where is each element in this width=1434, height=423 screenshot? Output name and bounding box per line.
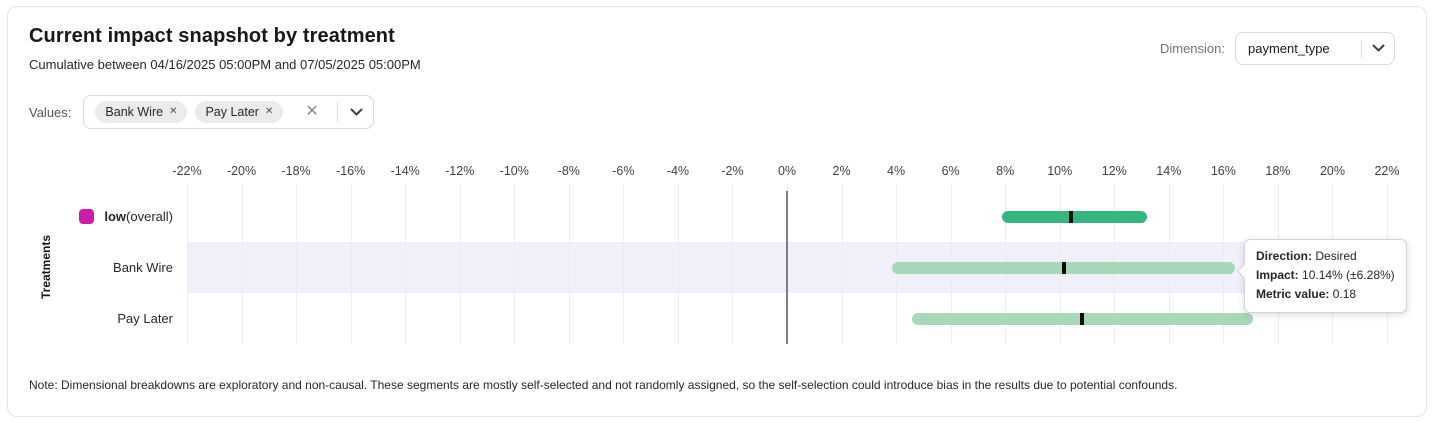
row-label: Bank Wire bbox=[113, 260, 173, 275]
tooltip-line: Direction: Desired bbox=[1256, 249, 1357, 263]
axis-tick-label: -8% bbox=[557, 164, 580, 178]
gridline bbox=[241, 184, 243, 344]
dimension-selected-value: payment_type bbox=[1248, 41, 1330, 56]
impact-confidence-bar[interactable] bbox=[1002, 210, 1147, 223]
gridline bbox=[296, 184, 298, 344]
legend-swatch bbox=[79, 209, 95, 224]
gridline bbox=[514, 184, 516, 344]
tooltip-line: Impact: 10.14% (±6.28%) bbox=[1256, 268, 1395, 283]
bar-tooltip: Direction: Desired Impact: 10.14% (±6.28%… bbox=[1236, 239, 1407, 313]
axis-tick-label: 16% bbox=[1210, 164, 1236, 178]
values-multiselect[interactable]: Bank Wire ✕ Pay Later ✕ ✕ bbox=[83, 95, 374, 129]
impact-chart: -22% -20% -18% -16% -14% -12% -10% -8% -6% -4% -2%… bbox=[8, 157, 1428, 359]
axis-tick-label: -20% bbox=[226, 164, 257, 178]
axis-tick-label: 10% bbox=[1047, 164, 1073, 178]
gridline bbox=[732, 184, 734, 344]
axis-tick-label: -4% bbox=[666, 164, 690, 178]
gridline bbox=[350, 184, 352, 344]
select-divider bbox=[1361, 39, 1362, 58]
axis-tick-label: -18% bbox=[281, 164, 311, 178]
chip-label: Bank Wire bbox=[105, 105, 164, 119]
gridline bbox=[405, 184, 407, 344]
axis-tick-label: 22% bbox=[1374, 164, 1400, 178]
tooltip-line: Metric value: 0.18 bbox=[1256, 287, 1357, 302]
gridline bbox=[623, 184, 625, 344]
axis-tick-label: 20% bbox=[1319, 164, 1345, 178]
gridline bbox=[841, 184, 843, 344]
footnote: Note: Dimensional breakdowns are explora… bbox=[29, 378, 1178, 392]
axis-tick-label: 2% bbox=[832, 164, 851, 178]
axis-tick-label: 8% bbox=[996, 164, 1015, 178]
chip-remove-icon[interactable]: ✕ bbox=[169, 106, 178, 117]
dimension-control: Dimension: payment_type bbox=[1160, 32, 1395, 65]
date-range-subtitle: Cumulative between 04/16/2025 05:00PM an… bbox=[29, 57, 421, 72]
dimension-select[interactable]: payment_type bbox=[1235, 32, 1395, 65]
chevron-down-icon[interactable] bbox=[350, 108, 363, 117]
filter-chip[interactable]: Bank Wire ✕ bbox=[95, 101, 188, 123]
axis-tick-label: 18% bbox=[1265, 164, 1291, 178]
impact-point-marker bbox=[1068, 210, 1073, 223]
axis-tick-label: -12% bbox=[445, 164, 475, 178]
values-label: Values: bbox=[29, 104, 72, 120]
axis-tick-label: -22% bbox=[172, 164, 202, 178]
chip-remove-icon[interactable]: ✕ bbox=[264, 106, 274, 117]
impact-snapshot-card: Current impact snapshot by treatment Cum… bbox=[7, 6, 1427, 417]
gridline bbox=[459, 184, 461, 344]
chevron-down-icon[interactable] bbox=[1362, 44, 1394, 53]
axis-tick-label: 0% bbox=[777, 164, 797, 178]
dimension-label: Dimension: bbox=[1159, 41, 1225, 56]
axis-tick-label: -2% bbox=[721, 164, 744, 178]
impact-point-marker bbox=[1079, 312, 1084, 325]
plot-area bbox=[187, 184, 1388, 344]
row-label: low (overall) bbox=[8, 191, 173, 242]
axis-tick-label: 6% bbox=[941, 164, 960, 178]
axis-tick-label: 12% bbox=[1101, 164, 1127, 178]
gridline bbox=[187, 184, 188, 344]
x-axis: -22% -20% -18% -16% -14% -12% -10% -8% -6% -4% -2%… bbox=[172, 164, 1399, 180]
zero-line bbox=[786, 191, 788, 344]
clear-all-icon[interactable]: ✕ bbox=[305, 103, 319, 120]
gridline bbox=[677, 184, 679, 344]
axis-tick-label: -14% bbox=[390, 164, 420, 178]
axis-tick-label: -6% bbox=[612, 164, 635, 178]
row-label: Pay Later bbox=[117, 311, 173, 326]
axis-tick-label: 4% bbox=[887, 164, 906, 178]
page-title: Current impact snapshot by treatment bbox=[29, 25, 395, 47]
values-filter: Values: Bank Wire ✕ Pay Later ✕ ✕ bbox=[29, 95, 374, 129]
impact-point-marker bbox=[1061, 261, 1066, 274]
row-labels: low (overall) Bank Wire Pay Later bbox=[8, 191, 173, 344]
axis-tick-label: -16% bbox=[336, 164, 366, 178]
axis-tick-label: 14% bbox=[1156, 164, 1182, 178]
select-divider bbox=[336, 102, 338, 122]
filter-chip[interactable]: Pay Later ✕ bbox=[195, 101, 284, 123]
axis-tick-label: -10% bbox=[499, 164, 529, 178]
gridline bbox=[568, 184, 570, 344]
chip-label: Pay Later bbox=[205, 105, 259, 119]
